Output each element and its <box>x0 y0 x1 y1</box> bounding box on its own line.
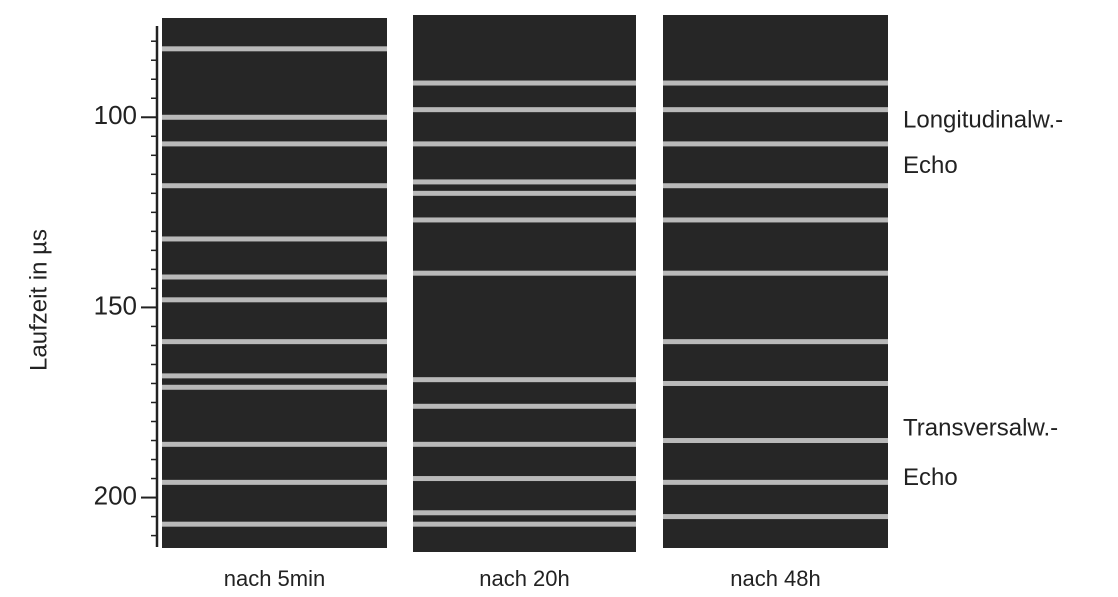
y-tick-label: 100 <box>94 100 137 130</box>
band <box>162 141 387 147</box>
panel-label: nach 48h <box>730 566 821 591</box>
band <box>162 384 387 390</box>
band <box>663 80 888 86</box>
band <box>663 141 888 147</box>
panel-label: nach 5min <box>224 566 326 591</box>
band <box>162 114 387 120</box>
band <box>413 403 636 409</box>
band <box>413 510 636 516</box>
annotation: Transversalw.- <box>903 414 1058 441</box>
band <box>413 190 636 196</box>
band <box>413 141 636 147</box>
y-tick-label: 150 <box>94 290 137 320</box>
band <box>162 521 387 527</box>
band <box>162 183 387 189</box>
y-tick-label: 200 <box>94 480 137 510</box>
panel <box>162 18 387 548</box>
band <box>162 479 387 485</box>
band <box>663 339 888 345</box>
band <box>663 183 888 189</box>
band <box>663 107 888 113</box>
band <box>162 373 387 379</box>
band <box>663 438 888 444</box>
band <box>162 236 387 242</box>
panel <box>663 15 888 548</box>
band <box>413 521 636 527</box>
band <box>162 274 387 280</box>
panel-label: nach 20h <box>479 566 570 591</box>
annotation: Longitudinalw.- <box>903 106 1063 133</box>
band <box>413 217 636 223</box>
band <box>162 339 387 345</box>
band <box>663 380 888 386</box>
band <box>663 514 888 520</box>
band <box>413 441 636 447</box>
band <box>413 179 636 185</box>
band <box>413 377 636 383</box>
band <box>663 217 888 223</box>
band <box>162 46 387 52</box>
band <box>413 270 636 276</box>
annotation: Echo <box>903 464 958 491</box>
band <box>413 476 636 482</box>
panel <box>413 15 636 552</box>
annotation: Echo <box>903 152 958 179</box>
band <box>663 270 888 276</box>
band <box>663 479 888 485</box>
y-axis-label: Laufzeit in µs <box>25 229 52 371</box>
band <box>162 297 387 303</box>
band <box>413 107 636 113</box>
band <box>413 80 636 86</box>
band <box>162 441 387 447</box>
